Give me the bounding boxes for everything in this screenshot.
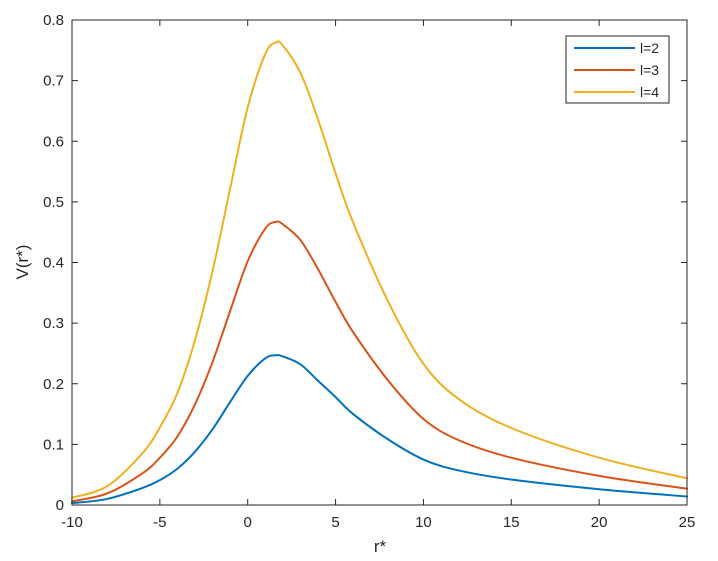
legend: l=2 l=3 l=4 <box>565 35 670 104</box>
y-axis-ticks: 0 0.1 0.2 0.3 0.4 0.5 0.6 0.7 0.8 <box>43 12 687 514</box>
y-tick-label: 0.6 <box>43 133 64 150</box>
legend-label-l4: l=4 <box>640 84 659 100</box>
y-tick-label: 0.4 <box>43 255 64 272</box>
y-axis-label: V(r*) <box>13 245 32 280</box>
series-line-l3 <box>71 220 688 503</box>
y-tick-label: 0.5 <box>43 194 64 211</box>
y-tick-label: 0.1 <box>43 436 64 453</box>
x-tick-label: 10 <box>415 514 432 531</box>
x-tick-label: 20 <box>591 514 608 531</box>
x-tick-label: 25 <box>679 514 696 531</box>
y-tick-label: 0.3 <box>43 315 64 332</box>
plot-lines <box>71 40 688 505</box>
x-tick-label: 0 <box>244 514 252 531</box>
x-tick-label: -5 <box>153 514 166 531</box>
y-tick-label: 0.8 <box>43 12 64 29</box>
legend-label-l2: l=2 <box>640 40 659 56</box>
x-axis-ticks: -10 -5 0 5 10 15 20 25 <box>61 20 695 531</box>
x-axis-label: r* <box>374 537 387 556</box>
series-line-l4 <box>71 40 688 499</box>
y-tick-label: 0.2 <box>43 376 64 393</box>
x-tick-label: 5 <box>331 514 339 531</box>
legend-label-l3: l=3 <box>640 62 659 78</box>
series-line-l2 <box>71 354 688 505</box>
y-tick-label: 0.7 <box>43 73 64 90</box>
y-tick-label: 0 <box>56 497 64 514</box>
x-tick-label: -10 <box>61 514 83 531</box>
x-tick-label: 15 <box>503 514 520 531</box>
